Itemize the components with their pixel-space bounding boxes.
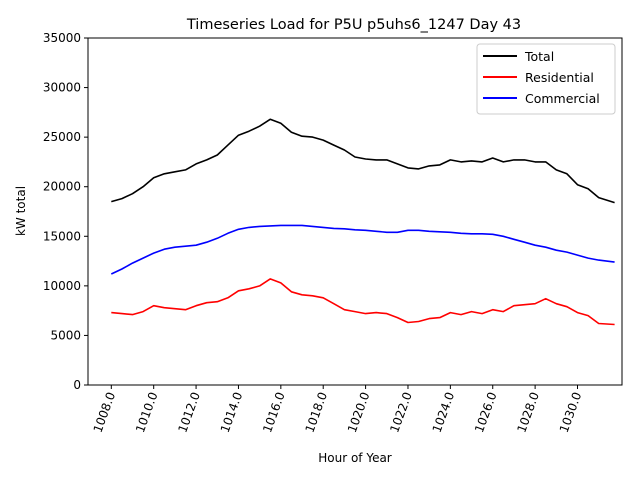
x-tick-label: 1008.0 bbox=[91, 390, 119, 434]
x-tick-label: 1020.0 bbox=[345, 390, 373, 434]
y-tick-label: 10000 bbox=[43, 279, 81, 293]
legend: Total Residential Commercial bbox=[476, 43, 616, 115]
series-line-residential bbox=[111, 278, 615, 326]
y-axis: 0 5000 10000 15000 20000 25000 30000 35000 bbox=[43, 31, 88, 392]
y-tick-label: 25000 bbox=[43, 130, 81, 144]
x-tick-label: 1028.0 bbox=[514, 390, 542, 434]
x-tick-label: 1010.0 bbox=[133, 390, 161, 434]
legend-label-total: Total bbox=[524, 49, 554, 64]
series-lines bbox=[110, 118, 615, 326]
y-tick-label: 0 bbox=[73, 378, 81, 392]
x-tick-label: 1026.0 bbox=[472, 390, 500, 434]
x-tick-label: 1012.0 bbox=[175, 390, 203, 434]
y-tick-label: 30000 bbox=[43, 81, 81, 95]
series-line-total bbox=[111, 118, 615, 204]
x-tick-label: 1024.0 bbox=[430, 390, 458, 434]
y-axis-label: kW total bbox=[14, 186, 28, 236]
x-tick-label: 1018.0 bbox=[303, 390, 331, 434]
y-tick-label: 20000 bbox=[43, 180, 81, 194]
series-line-commercial bbox=[110, 224, 615, 275]
x-tick-label: 1030.0 bbox=[557, 390, 585, 434]
legend-box bbox=[476, 43, 616, 115]
x-axis: 1008.0 1010.0 1012.0 1014.0 1016.0 1018.0 1020… bbox=[91, 385, 585, 434]
x-tick-label: 1016.0 bbox=[260, 390, 288, 434]
y-tick-label: 35000 bbox=[43, 31, 81, 45]
y-tick-label: 15000 bbox=[43, 229, 81, 243]
chart-title: Timeseries Load for P5U p5uhs6_1247 Day … bbox=[186, 17, 521, 33]
legend-label-commercial: Commercial bbox=[525, 91, 600, 106]
x-tick-label: 1014.0 bbox=[218, 390, 246, 434]
legend-label-residential: Residential bbox=[525, 70, 594, 85]
x-tick-label: 1022.0 bbox=[387, 390, 415, 434]
plot-area bbox=[87, 37, 623, 386]
y-tick-label: 5000 bbox=[50, 328, 81, 342]
x-axis-label: Hour of Year bbox=[318, 451, 392, 465]
plot-frame bbox=[87, 37, 623, 386]
